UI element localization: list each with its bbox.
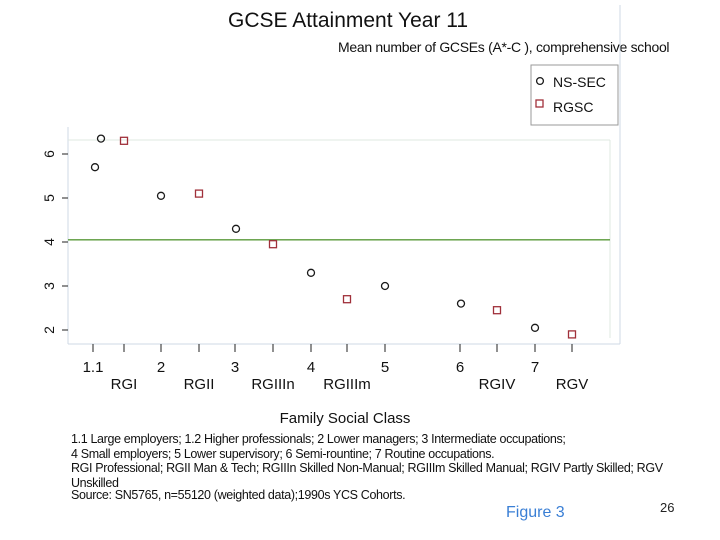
- nssec-point: [231, 224, 241, 233]
- y-axis: 2 3 4 5 6: [41, 150, 68, 334]
- y-tick-label: 2: [41, 326, 57, 334]
- data-marks: [90, 134, 577, 339]
- nssec-point: [456, 299, 466, 308]
- x-tick-label-bottom: RGV: [556, 376, 589, 393]
- nssec-point: [156, 191, 166, 200]
- x-tick-label-top: 4: [307, 359, 315, 376]
- rgsc-point: [194, 189, 204, 198]
- notes-line-1: 1.1 Large employers; 1.2 Higher professi…: [71, 432, 566, 446]
- chart-subtitle: Mean number of GCSEs (A*-C ), comprehens…: [338, 39, 669, 55]
- chart: GCSE Attainment Year 11 Mean number of G…: [41, 5, 670, 427]
- y-tick-label: 3: [41, 282, 57, 290]
- x-tick-label-top: 7: [531, 359, 539, 376]
- rgsc-point: [119, 136, 129, 145]
- x-tick-label-top: 3: [231, 359, 239, 376]
- nssec-point: [90, 163, 100, 172]
- nssec-point: [306, 268, 316, 277]
- figure-label: Figure 3: [506, 504, 565, 521]
- x-tick-label-top: 6: [456, 359, 464, 376]
- x-tick-label-bottom: RGIIIn: [251, 376, 294, 393]
- nssec-point: [380, 281, 390, 291]
- rgsc-point: [567, 330, 577, 339]
- x-tick-label-bottom: RGIIIm: [323, 376, 371, 393]
- x-axis-label: Family Social Class: [280, 410, 411, 427]
- y-tick-label: 6: [41, 150, 57, 158]
- x-tick-label-top: 5: [381, 359, 389, 376]
- rgsc-point: [492, 306, 502, 315]
- notes-line-2: 4 Small employers; 5 Lower supervisory; …: [71, 446, 495, 461]
- rgsc-point: [268, 240, 278, 249]
- legend-label-nssec: NS-SEC: [553, 74, 606, 90]
- legend-circle-icon: [535, 76, 545, 86]
- x-axis: 1.1 2 3 4 5 6 7 RGI RGII RGIIIn RGIIIm RGIV RGV: [83, 344, 589, 393]
- x-tick-label-bottom: RGI: [111, 376, 138, 393]
- legend-square-icon: [535, 99, 544, 108]
- x-tick-label-top: 2: [157, 359, 165, 376]
- rgsc-point: [342, 295, 352, 304]
- chart-title: GCSE Attainment Year 11: [228, 9, 468, 32]
- legend-box: [530, 64, 619, 126]
- y-tick-label: 5: [41, 194, 57, 202]
- x-tick-label-bottom: RGIV: [479, 376, 516, 393]
- nssec-point: [96, 134, 106, 143]
- nssec-point: [530, 323, 540, 332]
- x-tick-label-top: 1.1: [83, 359, 104, 376]
- notes-line-3: RGI Professional; RGII Man & Tech; RGIII…: [71, 461, 663, 490]
- source-note: Source: SN5765, n=55120 (weighted data);…: [71, 488, 406, 502]
- legend-label-rgsc: RGSC: [553, 99, 593, 115]
- page-number: 26: [660, 500, 675, 515]
- x-tick-label-bottom: RGII: [184, 376, 215, 393]
- y-tick-label: 4: [41, 238, 57, 246]
- notes: 1.1 Large employers; 1.2 Higher professi…: [71, 432, 711, 490]
